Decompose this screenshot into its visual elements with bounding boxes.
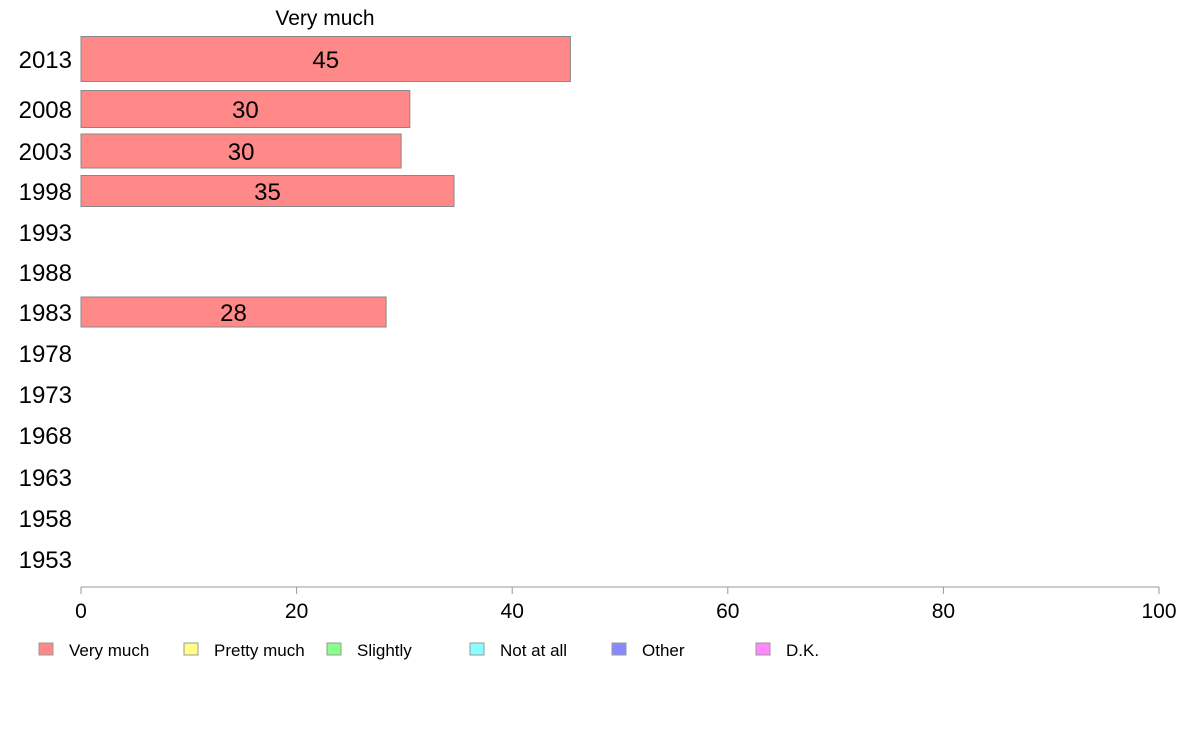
bar-1983 [80,296,387,328]
y-label-1953: 1953 [19,547,72,574]
legend-swatch-d-k [755,642,771,656]
bar-value-label-2013: 45 [312,47,339,74]
y-label-1963: 1963 [19,465,72,492]
y-label-1973: 1973 [19,382,72,409]
y-label-1978: 1978 [19,341,72,368]
y-label-1968: 1968 [19,423,72,450]
legend-swatch-very-much [38,642,54,656]
y-label-2003: 2003 [19,139,72,166]
x-axis: 0 20 40 60 80 100 [75,586,1177,623]
legend-swatch-not-at-all [469,642,485,656]
x-tick-label-100: 100 [1141,600,1176,623]
y-label-1998: 1998 [19,179,72,206]
legend-swatch-other [611,642,627,656]
legend-label-d-k: D.K. [786,641,819,660]
y-label-2008: 2008 [19,97,72,124]
legend-label-pretty-much: Pretty much [214,641,305,660]
bar-value-label-2008: 30 [232,97,259,124]
series-title: Very much [275,7,374,30]
x-tick-label-40: 40 [501,600,524,623]
x-tick-label-60: 60 [716,600,739,623]
bar-2003 [80,133,402,169]
bar-2008 [80,90,411,128]
bars: 45 30 30 35 28 [80,36,571,328]
y-label-1983: 1983 [19,300,72,327]
legend-label-not-at-all: Not at all [500,641,567,660]
y-label-1993: 1993 [19,220,72,247]
bar-value-label-2003: 30 [228,139,255,166]
bar-1998 [80,175,455,207]
legend-label-slightly: Slightly [357,641,412,660]
y-label-2013: 2013 [19,47,72,74]
legend: Very much Pretty much Slightly Not at all Ot… [38,641,819,660]
y-label-1988: 1988 [19,260,72,287]
legend-label-very-much: Very much [69,641,149,660]
bar-value-label-1998: 35 [254,179,281,206]
bar-value-label-1983: 28 [220,300,247,327]
x-tick-label-20: 20 [285,600,308,623]
bar-2013 [80,36,571,82]
legend-label-other: Other [642,641,685,660]
legend-swatch-pretty-much [183,642,199,656]
legend-swatch-slightly [326,642,342,656]
y-axis-labels: 2013 2008 2003 1998 1993 1988 1983 1978 1973 1968… [19,47,72,574]
x-tick-label-80: 80 [932,600,955,623]
y-label-1958: 1958 [19,506,72,533]
x-tick-label-0: 0 [75,600,87,623]
